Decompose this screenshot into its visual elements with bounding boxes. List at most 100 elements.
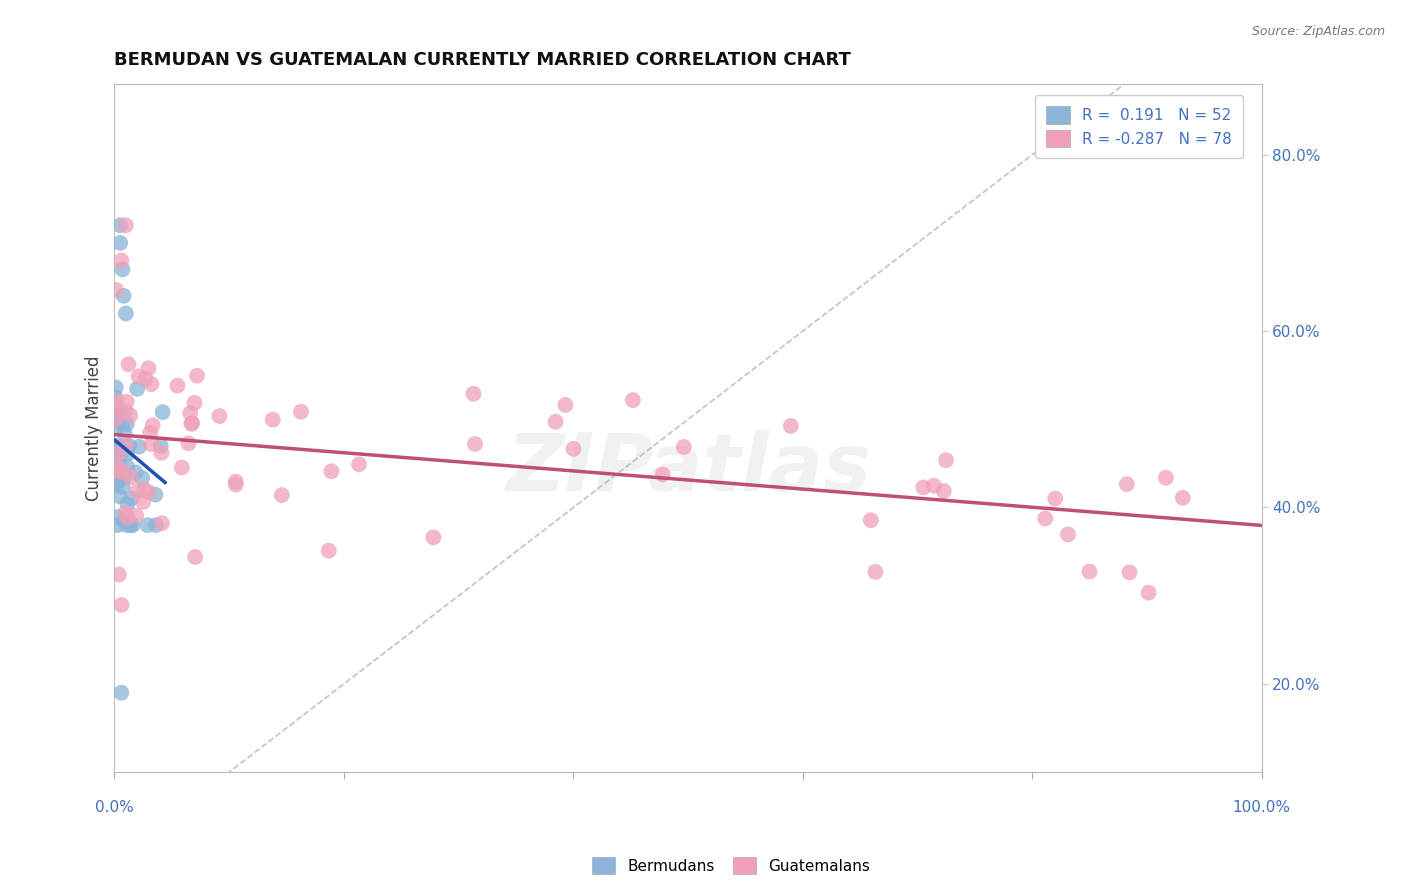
Point (105, 448, 128, 462)
Point (107, 510, 129, 524)
Point (108, 489, 131, 503)
Point (108, 446, 131, 460)
Point (108, 458, 131, 472)
Point (115, 306, 138, 320)
Point (107, 518, 129, 533)
Point (120, 491, 142, 506)
Point (108, 464, 131, 478)
Point (108, 567, 131, 582)
Point (104, 462, 127, 476)
Point (104, 412, 127, 426)
Point (104, 391, 127, 405)
Point (111, 262, 134, 277)
Point (318, 543, 340, 558)
Point (111, 417, 134, 431)
Point (117, 511, 139, 525)
Point (105, 408, 128, 422)
Point (554, 398, 576, 412)
Point (1033, 511, 1056, 525)
Point (1115, 477, 1137, 491)
Point (105, 475, 128, 489)
Point (120, 409, 142, 423)
Text: 0.0%: 0.0% (96, 799, 134, 814)
Point (177, 436, 200, 450)
Point (107, 467, 129, 481)
Point (922, 479, 945, 493)
Point (104, 400, 127, 414)
Point (1137, 585, 1160, 599)
Point (120, 470, 142, 484)
Point (150, 516, 173, 531)
Point (262, 412, 284, 426)
Point (859, 513, 882, 527)
Point (120, 518, 142, 533)
Point (935, 453, 957, 467)
Point (145, 518, 167, 533)
Point (1078, 565, 1101, 579)
Point (114, 404, 136, 418)
Point (124, 466, 146, 480)
Point (112, 515, 135, 529)
Point (104, 479, 127, 493)
Point (672, 440, 695, 454)
Point (865, 565, 887, 579)
Point (104, 439, 127, 453)
Point (112, 471, 135, 485)
Point (118, 439, 141, 453)
Point (111, 480, 134, 494)
Point (112, 289, 135, 303)
Point (108, 440, 131, 454)
Point (139, 425, 162, 440)
Point (1045, 491, 1067, 506)
Point (562, 442, 585, 456)
Point (183, 396, 205, 410)
Text: BERMUDAN VS GUATEMALAN CURRENTLY MARRIED CORRELATION CHART: BERMUDAN VS GUATEMALAN CURRENTLY MARRIED… (114, 51, 851, 69)
Point (270, 488, 292, 502)
Point (110, 409, 132, 423)
Point (141, 437, 163, 451)
Point (105, 420, 128, 434)
Point (180, 417, 202, 431)
Point (225, 475, 247, 489)
Point (184, 549, 207, 564)
Point (115, 394, 138, 409)
Point (108, 235, 131, 250)
Point (208, 409, 231, 423)
Point (114, 426, 136, 441)
Point (114, 506, 136, 520)
Point (108, 219, 131, 233)
Point (464, 437, 486, 451)
Point (104, 452, 127, 467)
Point (152, 405, 174, 419)
Point (104, 283, 127, 297)
Point (621, 393, 644, 408)
Y-axis label: Currently Married: Currently Married (86, 355, 103, 500)
Point (128, 440, 150, 454)
Point (290, 405, 312, 419)
Point (110, 598, 132, 612)
Point (912, 480, 935, 494)
Point (115, 417, 138, 431)
Point (117, 497, 139, 511)
Point (166, 378, 188, 392)
Point (117, 459, 139, 474)
Point (105, 462, 128, 476)
Point (1154, 471, 1177, 485)
Point (110, 686, 132, 700)
Point (110, 446, 132, 460)
Point (143, 488, 166, 502)
Point (132, 495, 155, 509)
Point (138, 485, 160, 500)
Point (932, 483, 955, 498)
Point (422, 530, 444, 544)
Point (121, 518, 143, 533)
Text: Source: ZipAtlas.com: Source: ZipAtlas.com (1251, 25, 1385, 38)
Text: 100.0%: 100.0% (1233, 799, 1291, 814)
Point (181, 416, 204, 430)
Point (186, 368, 208, 383)
Point (138, 361, 160, 376)
Point (170, 460, 193, 475)
Point (127, 382, 149, 396)
Point (149, 439, 172, 453)
Point (110, 253, 132, 268)
